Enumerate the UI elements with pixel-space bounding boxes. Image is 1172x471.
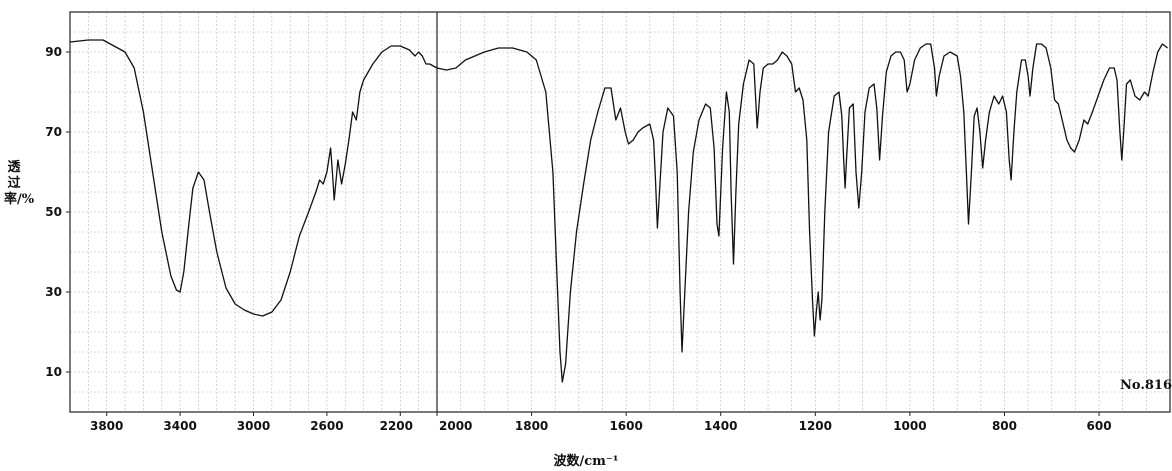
x-tick-label: 3000 xyxy=(237,419,270,433)
y-axis-label: 透过率/% xyxy=(4,160,35,207)
y-tick-label: 10 xyxy=(45,365,62,379)
y-tick-label: 30 xyxy=(45,285,62,299)
y-ticks: 90 70 50 30 10 xyxy=(45,45,70,379)
y-tick-label: 90 xyxy=(45,45,62,59)
x-tick-label: 2600 xyxy=(310,419,343,433)
x-tick-label: 1800 xyxy=(515,419,548,433)
x-tick-label: 1000 xyxy=(893,419,926,433)
x-tick-label: 3800 xyxy=(90,419,123,433)
x-tick-label: 800 xyxy=(992,419,1017,433)
x-tick-label: 3400 xyxy=(163,419,196,433)
x-tick-label: 2000 xyxy=(439,419,472,433)
series-line xyxy=(69,39,1168,383)
x-tick-label: 2200 xyxy=(380,419,413,433)
x-axis-label: 波数/cm⁻¹ xyxy=(553,454,619,469)
y-tick-label: 70 xyxy=(45,125,62,139)
x-tick-label: 1200 xyxy=(799,419,832,433)
x-tick-label: 600 xyxy=(1087,419,1112,433)
y-tick-label: 50 xyxy=(45,205,62,219)
grid xyxy=(70,12,1170,412)
spectrum-number-label: No.816 xyxy=(1120,378,1172,393)
x-tick-label: 1600 xyxy=(609,419,642,433)
x-tick-label: 1400 xyxy=(704,419,737,433)
x-ticks: 3800 3400 3000 2600 2200 2000 1800 1600 1400 1200… xyxy=(90,412,1112,433)
